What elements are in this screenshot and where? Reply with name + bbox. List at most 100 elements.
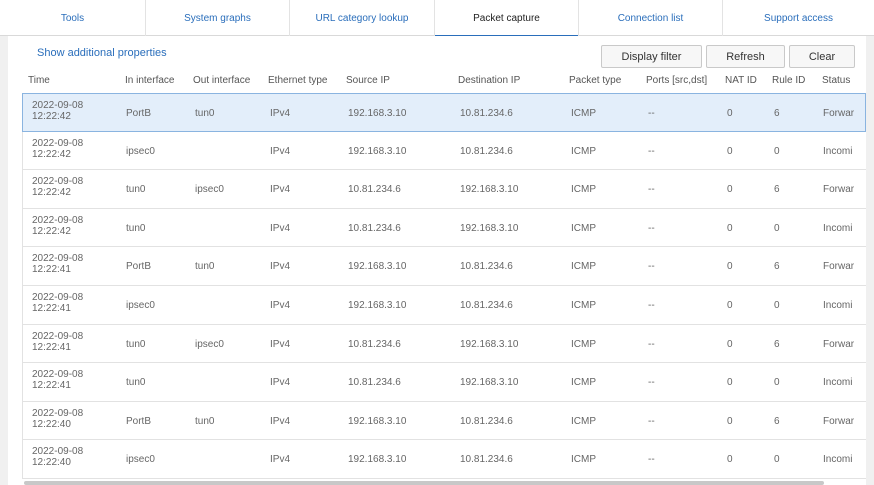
time-clock: 12:22:41 bbox=[32, 264, 71, 276]
horizontal-scrollbar[interactable] bbox=[24, 481, 824, 485]
table-row[interactable]: 2022-09-08 12:22:42 tun0 IPv4 10.81.234.6 192… bbox=[22, 208, 866, 248]
in-interface-cell: ipsec0 bbox=[126, 145, 155, 157]
time-clock: 12:22:40 bbox=[32, 418, 71, 430]
time-clock: 12:22:42 bbox=[32, 148, 71, 160]
column-header-in-interface[interactable]: In interface bbox=[125, 75, 175, 86]
rule-id-cell: 0 bbox=[774, 377, 780, 389]
table-row[interactable]: 2022-09-08 12:22:41 tun0 IPv4 10.81.234.6 192… bbox=[22, 363, 866, 402]
destination-ip-cell: 10.81.234.6 bbox=[460, 108, 513, 119]
time-cell: 2022-09-08 12:22:41 bbox=[32, 331, 116, 353]
column-header-rule-id[interactable]: Rule ID bbox=[772, 75, 806, 86]
time-clock: 12:22:42 bbox=[32, 187, 71, 199]
rule-id-cell: 6 bbox=[774, 261, 780, 273]
column-header-destination-ip[interactable]: Destination IP bbox=[458, 75, 521, 86]
in-interface-cell: PortB bbox=[126, 415, 152, 427]
status-cell: Forwar bbox=[823, 415, 855, 427]
nat-id-cell: 0 bbox=[727, 377, 733, 389]
nat-id-cell: 0 bbox=[727, 145, 733, 157]
rule-id-cell: 6 bbox=[774, 108, 780, 119]
clear-button[interactable]: Clear bbox=[789, 45, 855, 68]
time-clock: 12:22:42 bbox=[32, 225, 71, 237]
ethernet-type-cell: IPv4 bbox=[270, 415, 291, 427]
nat-id-cell: 0 bbox=[727, 261, 733, 273]
rule-id-cell: 0 bbox=[774, 222, 780, 234]
time-clock: 12:22:40 bbox=[32, 457, 71, 469]
column-header-time[interactable]: Time bbox=[28, 75, 50, 86]
packet-type-cell: ICMP bbox=[571, 338, 596, 350]
tab-connection-list[interactable]: Connection list bbox=[579, 0, 723, 36]
table-row[interactable]: 2022-09-08 12:22:42 ipsec0 IPv4 192.168.3.10… bbox=[22, 131, 866, 171]
time-clock: 12:22:41 bbox=[32, 380, 71, 392]
packet-table-body: 2022-09-08 12:22:42 PortB tun0 IPv4 192.168.3… bbox=[22, 93, 866, 479]
out-interface-cell: tun0 bbox=[195, 415, 215, 427]
status-cell: Incomi bbox=[823, 299, 853, 311]
column-header-ports[interactable]: Ports [src,dst] bbox=[646, 75, 708, 86]
column-header-nat-id[interactable]: NAT ID bbox=[725, 75, 757, 86]
source-ip-cell: 10.81.234.6 bbox=[348, 184, 401, 196]
source-ip-cell: 10.81.234.6 bbox=[348, 377, 401, 389]
destination-ip-cell: 10.81.234.6 bbox=[460, 454, 513, 466]
status-cell: Forwar bbox=[823, 261, 855, 273]
destination-ip-cell: 10.81.234.6 bbox=[460, 261, 513, 273]
column-header-status[interactable]: Status bbox=[822, 75, 851, 86]
tab-support-access[interactable]: Support access bbox=[764, 12, 833, 24]
destination-ip-cell: 192.168.3.10 bbox=[460, 338, 519, 350]
column-header-packet-type[interactable]: Packet type bbox=[569, 75, 622, 86]
ethernet-type-cell: IPv4 bbox=[270, 222, 291, 234]
time-date: 2022-09-08 bbox=[32, 176, 84, 188]
time-date: 2022-09-08 bbox=[32, 407, 84, 419]
table-row[interactable]: 2022-09-08 12:22:40 PortB tun0 IPv4 192.168.3… bbox=[22, 401, 866, 441]
out-interface-cell: tun0 bbox=[195, 261, 215, 273]
in-interface-cell: ipsec0 bbox=[126, 454, 155, 466]
packet-type-cell: ICMP bbox=[571, 222, 596, 234]
destination-ip-cell: 10.81.234.6 bbox=[460, 415, 513, 427]
rule-id-cell: 6 bbox=[774, 338, 780, 350]
ports-cell: -- bbox=[648, 415, 655, 427]
ports-cell: -- bbox=[648, 454, 655, 466]
source-ip-cell: 192.168.3.10 bbox=[348, 145, 407, 157]
ethernet-type-cell: IPv4 bbox=[270, 377, 291, 389]
ports-cell: -- bbox=[648, 222, 655, 234]
time-cell: 2022-09-08 12:22:40 bbox=[32, 408, 116, 430]
rule-id-cell: 6 bbox=[774, 184, 780, 196]
ports-cell: -- bbox=[648, 184, 655, 196]
tab-url-category-lookup[interactable]: URL category lookup bbox=[290, 0, 435, 36]
ethernet-type-cell: IPv4 bbox=[270, 338, 291, 350]
ports-cell: -- bbox=[648, 108, 655, 119]
table-row[interactable]: 2022-09-08 12:22:40 ipsec0 IPv4 192.168.3.10… bbox=[22, 440, 866, 479]
column-header-out-interface[interactable]: Out interface bbox=[193, 75, 251, 86]
table-row[interactable]: 2022-09-08 12:22:41 tun0 ipsec0 IPv4 10.81.23… bbox=[22, 324, 866, 364]
tab-system-graphs[interactable]: System graphs bbox=[146, 0, 290, 36]
tab-packet-capture[interactable]: Packet capture bbox=[435, 0, 579, 37]
destination-ip-cell: 192.168.3.10 bbox=[460, 184, 519, 196]
status-cell: Forwar bbox=[823, 184, 855, 196]
in-interface-cell: tun0 bbox=[126, 377, 146, 389]
table-row[interactable]: 2022-09-08 12:22:42 tun0 ipsec0 IPv4 10.81.23… bbox=[22, 170, 866, 209]
tab-bar: Tools System graphs URL category lookup … bbox=[0, 0, 874, 37]
tab-tools[interactable]: Tools bbox=[0, 0, 146, 36]
in-interface-cell: tun0 bbox=[126, 338, 146, 350]
rule-id-cell: 0 bbox=[774, 454, 780, 466]
show-additional-properties-link[interactable]: Show additional properties bbox=[37, 47, 167, 59]
time-cell: 2022-09-08 12:22:41 bbox=[32, 253, 116, 275]
time-cell: 2022-09-08 12:22:42 bbox=[32, 176, 116, 198]
display-filter-button[interactable]: Display filter bbox=[601, 45, 702, 68]
time-date: 2022-09-08 bbox=[32, 253, 84, 265]
out-interface-cell: ipsec0 bbox=[195, 338, 224, 350]
column-header-ethernet-type[interactable]: Ethernet type bbox=[268, 75, 328, 86]
packet-type-cell: ICMP bbox=[571, 299, 596, 311]
source-ip-cell: 192.168.3.10 bbox=[348, 261, 407, 273]
table-row[interactable]: 2022-09-08 12:22:41 ipsec0 IPv4 192.168.3.10… bbox=[22, 285, 866, 325]
source-ip-cell: 192.168.3.10 bbox=[348, 108, 407, 119]
time-cell: 2022-09-08 12:22:41 bbox=[32, 369, 116, 391]
in-interface-cell: PortB bbox=[126, 108, 152, 119]
ethernet-type-cell: IPv4 bbox=[270, 184, 291, 196]
rule-id-cell: 6 bbox=[774, 415, 780, 427]
table-row[interactable]: 2022-09-08 12:22:41 PortB tun0 IPv4 192.168.3… bbox=[22, 247, 866, 286]
nat-id-cell: 0 bbox=[727, 222, 733, 234]
refresh-button[interactable]: Refresh bbox=[706, 45, 785, 68]
column-header-source-ip[interactable]: Source IP bbox=[346, 75, 390, 86]
table-header: Time In interface Out interface Ethernet… bbox=[8, 70, 866, 92]
nat-id-cell: 0 bbox=[727, 184, 733, 196]
table-row[interactable]: 2022-09-08 12:22:42 PortB tun0 IPv4 192.168.3… bbox=[22, 93, 866, 132]
